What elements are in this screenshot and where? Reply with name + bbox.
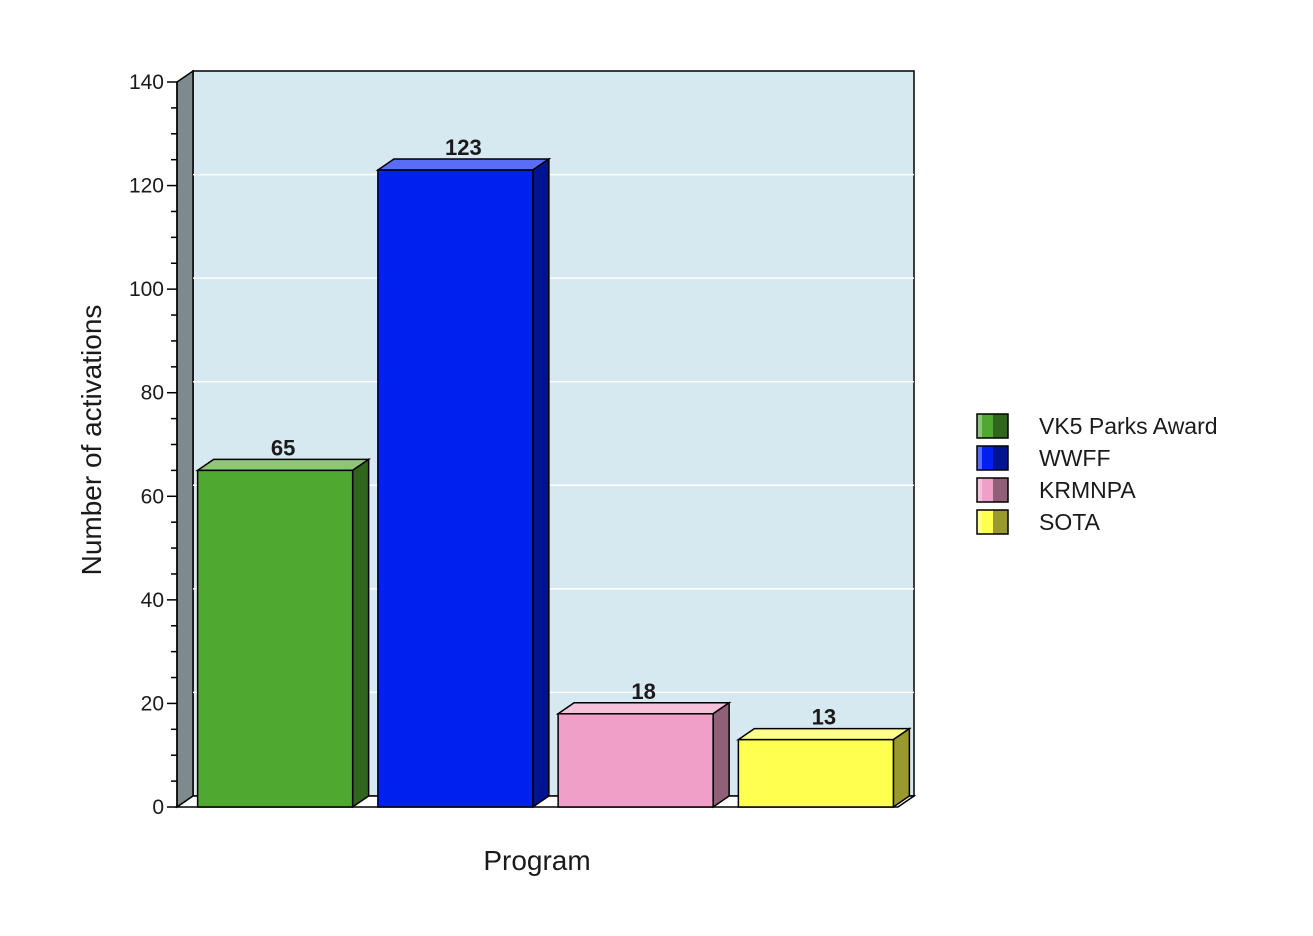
- side-wall: [176, 69, 194, 809]
- legend-swatch-highlight: [977, 510, 982, 534]
- bar-1: [375, 157, 552, 809]
- legend-label: KRMNPA: [1039, 477, 1136, 503]
- bar-side: [892, 727, 911, 809]
- bar-front: [737, 738, 895, 808]
- bar-side: [532, 157, 550, 809]
- y-tick-label: 100: [129, 278, 164, 301]
- legend-swatch-side: [993, 414, 1008, 438]
- y-tick-label: 140: [129, 71, 164, 94]
- bars: [195, 157, 912, 809]
- bar-value-label: 123: [445, 135, 482, 160]
- legend-swatch-side: [993, 510, 1008, 534]
- bar-top: [195, 458, 372, 472]
- bar-side: [712, 701, 730, 809]
- legend-item: VK5 Parks Award: [976, 413, 1218, 439]
- y-tick-label: 20: [141, 692, 164, 715]
- bar-value-label: 13: [812, 705, 836, 730]
- bar-value-label: 18: [631, 679, 655, 704]
- bar-front: [196, 469, 354, 808]
- bar-value-label: 65: [271, 435, 295, 460]
- legend-swatch-highlight: [977, 446, 982, 470]
- y-tick-label: 80: [141, 382, 164, 405]
- legend-item: SOTA: [976, 509, 1101, 535]
- y-axis: 0 20 40 60 80 100 120 140: [129, 71, 178, 819]
- legend-swatch-border: [976, 509, 1009, 535]
- y-tick-label: 0: [152, 796, 164, 819]
- legend-label: WWFF: [1039, 445, 1111, 471]
- legend-swatch-highlight: [977, 478, 982, 502]
- legend-swatch-border: [976, 445, 1009, 471]
- bar-3: [735, 727, 912, 809]
- bar-2: [555, 701, 732, 809]
- bar-side: [351, 457, 370, 809]
- legend-label: VK5 Parks Award: [1039, 413, 1218, 439]
- legend-swatch-side: [993, 478, 1008, 502]
- bar-front: [557, 713, 714, 808]
- bar-front: [377, 169, 534, 808]
- y-tick-label: 40: [141, 589, 164, 612]
- legend-swatch-highlight: [977, 414, 982, 438]
- bar-top: [735, 727, 912, 741]
- y-tick-label: 120: [129, 175, 164, 198]
- legend-swatch-border: [976, 413, 1009, 439]
- legend-swatch-side: [993, 446, 1008, 470]
- legend-swatch-border: [976, 477, 1009, 503]
- legend: VK5 Parks Award WWFF KRMNPA SOTA: [976, 413, 1218, 535]
- y-axis-title: Number of activations: [76, 305, 107, 576]
- data-labels: 65 123 18 13: [271, 135, 836, 730]
- x-axis-title: Program: [483, 845, 590, 876]
- legend-item: KRMNPA: [976, 477, 1136, 503]
- bar-top: [555, 702, 732, 715]
- legend-item: WWFF: [976, 445, 1111, 471]
- bar-top: [375, 158, 552, 171]
- y-tick-label: 60: [141, 485, 164, 508]
- bar-0: [195, 457, 372, 809]
- legend-label: SOTA: [1039, 509, 1101, 535]
